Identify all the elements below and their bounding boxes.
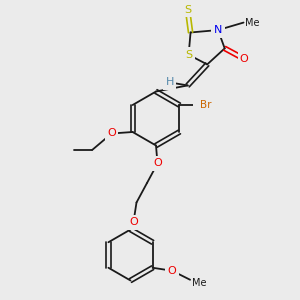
Text: O: O (129, 217, 138, 227)
Text: S: S (184, 5, 191, 15)
Text: H: H (166, 77, 174, 87)
Bar (151, 156, 164, 171)
Bar (181, 2, 194, 17)
Text: O: O (153, 158, 162, 169)
Bar (212, 22, 225, 38)
Bar (182, 47, 195, 62)
Bar (166, 263, 179, 278)
Text: Me: Me (192, 278, 206, 288)
Bar (193, 98, 219, 112)
Bar (238, 51, 251, 66)
Bar (105, 126, 118, 141)
Text: S: S (185, 50, 192, 60)
Text: Me: Me (245, 18, 260, 28)
Text: N: N (214, 25, 222, 35)
Bar (163, 75, 176, 90)
Text: Br: Br (200, 100, 212, 110)
Text: O: O (240, 54, 249, 64)
Text: O: O (168, 266, 176, 276)
Text: O: O (107, 128, 116, 139)
Bar (127, 214, 140, 230)
